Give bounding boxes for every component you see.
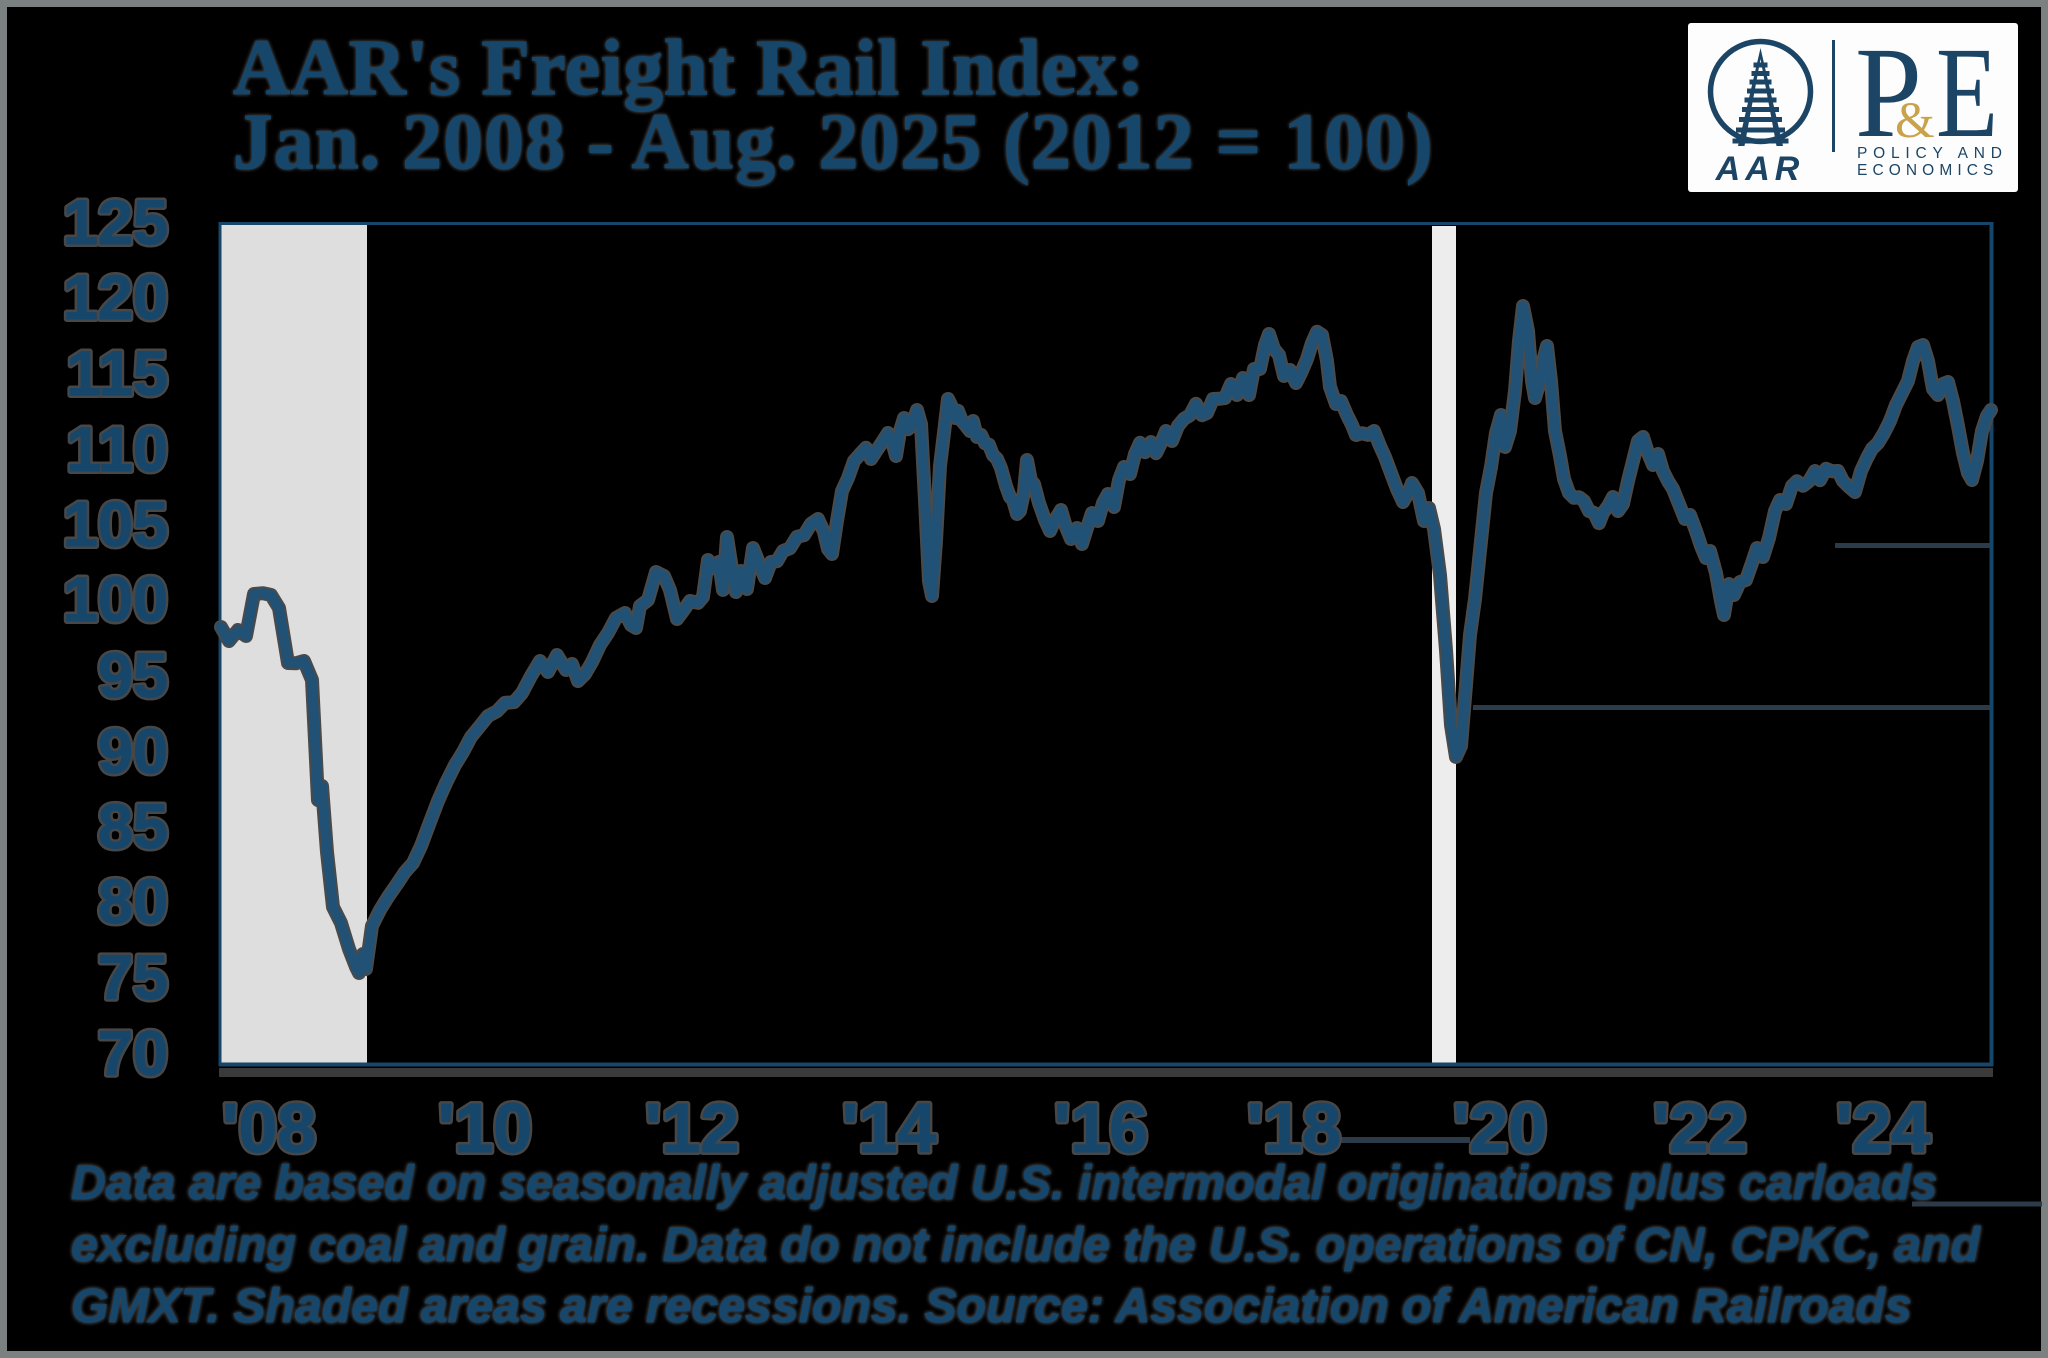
svg-text:95: 95 xyxy=(98,641,168,711)
svg-text:'12: '12 xyxy=(645,1089,740,1167)
svg-text:90: 90 xyxy=(98,717,168,787)
svg-text:115: 115 xyxy=(66,339,168,409)
svg-text:70: 70 xyxy=(98,1019,168,1089)
svg-text:70: 70 xyxy=(98,1019,168,1089)
svg-text:'16: '16 xyxy=(1054,1089,1149,1167)
svg-text:'12: '12 xyxy=(645,1089,740,1167)
svg-text:95: 95 xyxy=(98,641,168,711)
svg-text:POLICY AND: POLICY AND xyxy=(1857,145,2008,162)
svg-text:'20: '20 xyxy=(1453,1089,1548,1167)
svg-text:120: 120 xyxy=(63,263,168,333)
svg-text:100: 100 xyxy=(63,565,168,635)
svg-text:115: 115 xyxy=(66,339,168,409)
svg-text:'18: '18 xyxy=(1247,1089,1342,1167)
svg-text:'08: '08 xyxy=(222,1089,317,1167)
svg-text:'14: '14 xyxy=(842,1089,937,1167)
svg-text:ECONOMICS: ECONOMICS xyxy=(1857,162,1999,179)
svg-text:75: 75 xyxy=(98,943,168,1013)
svg-text:'08: '08 xyxy=(222,1089,317,1167)
svg-text:90: 90 xyxy=(98,717,168,787)
svg-text:105: 105 xyxy=(63,490,168,560)
svg-text:AAR: AAR xyxy=(1715,150,1805,188)
svg-text:'24: '24 xyxy=(1836,1089,1931,1167)
svg-text:125: 125 xyxy=(63,188,168,258)
svg-text:'24: '24 xyxy=(1836,1089,1931,1167)
svg-text:80: 80 xyxy=(98,867,168,937)
svg-text:85: 85 xyxy=(98,792,168,862)
svg-text:'10: '10 xyxy=(438,1089,533,1167)
svg-text:85: 85 xyxy=(98,792,168,862)
svg-text:'18: '18 xyxy=(1247,1089,1342,1167)
svg-text:'20: '20 xyxy=(1453,1089,1548,1167)
svg-text:'10: '10 xyxy=(438,1089,533,1167)
svg-text:75: 75 xyxy=(98,943,168,1013)
svg-text:E: E xyxy=(1936,21,1998,165)
svg-text:'16: '16 xyxy=(1054,1089,1149,1167)
svg-text:80: 80 xyxy=(98,867,168,937)
svg-text:100: 100 xyxy=(63,565,168,635)
svg-text:110: 110 xyxy=(66,415,168,485)
svg-text:'14: '14 xyxy=(842,1089,937,1167)
svg-text:'22: '22 xyxy=(1653,1089,1748,1167)
svg-text:105: 105 xyxy=(63,490,168,560)
svg-text:'22: '22 xyxy=(1653,1089,1748,1167)
svg-text:120: 120 xyxy=(63,263,168,333)
svg-text:125: 125 xyxy=(63,188,168,258)
svg-text:110: 110 xyxy=(66,415,168,485)
svg-text:P: P xyxy=(1855,21,1922,165)
svg-text:&: & xyxy=(1895,93,1935,149)
